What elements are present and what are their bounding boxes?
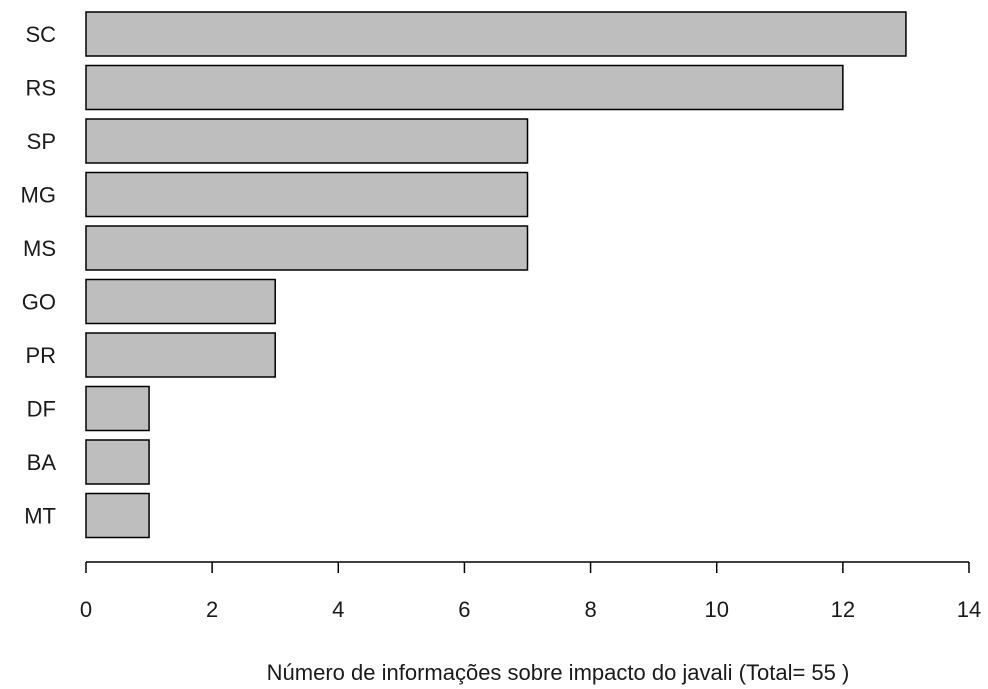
x-axis: 0 2 4 6 8 10 12 14	[80, 561, 981, 622]
category-label-go: GO	[22, 290, 56, 315]
category-label-mt: MT	[24, 504, 56, 529]
category-label-df: DF	[27, 397, 56, 422]
bar-sp	[85, 118, 529, 164]
bar-rs	[85, 64, 844, 111]
x-axis-label: Número de informações sobre impacto do j…	[267, 660, 850, 685]
bar-ba	[85, 439, 150, 485]
x-tick-label-12: 12	[831, 597, 855, 622]
category-label-ms: MS	[23, 236, 56, 261]
bar-mt	[85, 492, 150, 539]
category-label-pr: PR	[25, 343, 56, 368]
category-label-rs: RS	[25, 76, 56, 101]
category-label-sp: SP	[27, 129, 56, 154]
x-tick-label-8: 8	[584, 597, 596, 622]
bar-pr	[85, 332, 276, 378]
bars-group	[85, 11, 907, 539]
bar-mg	[85, 171, 529, 218]
category-label-mg: MG	[21, 183, 56, 208]
x-tick-label-10: 10	[704, 597, 728, 622]
bar-df	[85, 385, 150, 432]
category-label-ba: BA	[27, 450, 57, 475]
x-tick-label-6: 6	[458, 597, 470, 622]
bar-go	[85, 278, 276, 325]
x-tick-label-14: 14	[957, 597, 981, 622]
bar-sc	[85, 11, 907, 57]
category-label-sc: SC	[25, 22, 56, 47]
bar-ms	[85, 225, 529, 271]
x-tick-label-2: 2	[206, 597, 218, 622]
x-tick-label-4: 4	[332, 597, 344, 622]
category-labels-group: SC RS SP MG MS GO PR DF BA MT	[21, 22, 57, 529]
x-tick-label-0: 0	[80, 597, 92, 622]
